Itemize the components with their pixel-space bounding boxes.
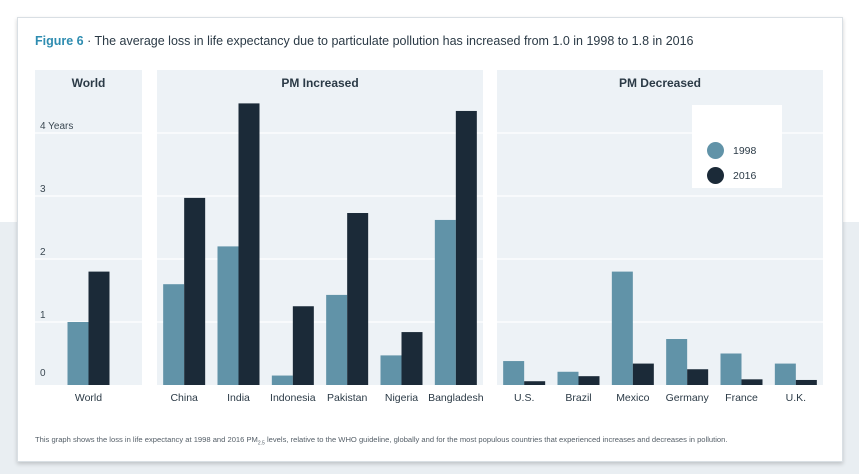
bar-2016-nigeria — [401, 332, 423, 385]
legend-swatch-2016 — [707, 167, 724, 184]
caption-subscript: 2.5 — [257, 440, 265, 447]
legend-swatch-1998 — [707, 142, 724, 159]
x-tick-label-china: China — [170, 392, 198, 404]
bar-2016-indonesia — [292, 306, 314, 385]
bar-2016-u-k — [795, 379, 817, 385]
bar-1998-u-k — [774, 363, 796, 385]
chart-legend: 1998 2016 — [692, 105, 782, 188]
x-tick-label-france: France — [725, 392, 758, 404]
x-tick-label-india: India — [227, 392, 250, 404]
y-tick-label-1: 1 — [40, 310, 46, 321]
bar-1998-u-s — [503, 361, 525, 385]
bar-1998-bangladesh — [434, 219, 456, 385]
bar-1998-brazil — [557, 371, 579, 385]
x-tick-label-brazil: Brazil — [565, 392, 591, 404]
panel-bg-pm-increased — [157, 70, 483, 385]
bar-2016-mexico — [632, 363, 654, 385]
legend-label-2016: 2016 — [733, 169, 757, 182]
figure-caption: This graph shows the loss in life expect… — [35, 435, 727, 447]
bar-1998-mexico — [611, 271, 633, 385]
bar-2016-germany — [687, 369, 709, 385]
caption-text-start: This graph shows the loss in life expect… — [35, 435, 258, 444]
bar-2016-bangladesh — [455, 110, 477, 385]
bar-1998-india — [217, 246, 239, 385]
bar-1998-indonesia — [271, 375, 293, 385]
panel-title-pm-increased: PM Increased — [281, 76, 358, 90]
legend-item-1998: 1998 — [707, 142, 756, 159]
x-tick-label-mexico: Mexico — [616, 392, 649, 404]
bar-1998-germany — [666, 339, 688, 385]
x-tick-label-germany: Germany — [666, 392, 710, 404]
panel-title-pm-decreased: PM Decreased — [619, 76, 701, 90]
x-tick-label-bangladesh: Bangladesh — [428, 392, 484, 404]
bar-2016-france — [741, 379, 763, 385]
figure-number: Figure 6 — [35, 34, 84, 48]
bar-2016-u-s — [524, 381, 546, 385]
figure-title-text: The average loss in life expectancy due … — [94, 34, 694, 48]
bar-2016-world — [88, 271, 110, 385]
x-tick-label-u-s: U.S. — [514, 392, 534, 404]
x-tick-label-nigeria: Nigeria — [385, 392, 418, 404]
bar-1998-pakistan — [326, 294, 348, 385]
bar-1998-nigeria — [380, 355, 402, 385]
bar-2016-brazil — [578, 376, 600, 385]
bar-2016-india — [238, 103, 260, 385]
legend-item-2016: 2016 — [707, 167, 756, 184]
bar-2016-pakistan — [347, 213, 369, 385]
x-tick-label-world: World — [75, 392, 102, 404]
x-tick-label-indonesia: Indonesia — [270, 392, 316, 404]
bar-1998-world — [67, 322, 89, 385]
y-tick-label-2: 2 — [40, 247, 46, 258]
caption-text-end: levels, relative to the WHO guideline, g… — [264, 435, 728, 444]
legend-label-1998: 1998 — [733, 144, 757, 157]
bar-2016-china — [184, 197, 206, 385]
x-tick-label-u-k: U.K. — [786, 392, 806, 404]
bar-1998-china — [163, 284, 185, 385]
y-tick-label-4: 4 Years — [40, 121, 73, 132]
panel-title-world: World — [72, 76, 106, 90]
figure-title-separator: · — [83, 34, 95, 48]
x-tick-label-pakistan: Pakistan — [327, 392, 367, 404]
figure-title: Figure 6 · The average loss in life expe… — [35, 34, 694, 48]
bar-1998-france — [720, 353, 742, 385]
y-tick-label-0: 0 — [40, 368, 46, 379]
y-tick-label-3: 3 — [40, 184, 46, 195]
